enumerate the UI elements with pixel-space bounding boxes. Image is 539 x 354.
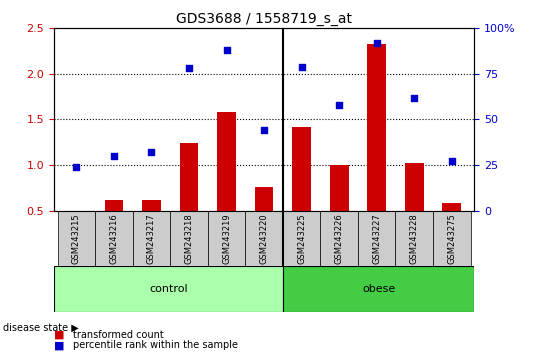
Point xyxy=(447,159,456,164)
Bar xyxy=(255,187,273,211)
Bar xyxy=(443,203,461,211)
Bar xyxy=(170,211,208,266)
Bar xyxy=(320,211,358,266)
Text: ■: ■ xyxy=(54,340,64,350)
Text: percentile rank within the sample: percentile rank within the sample xyxy=(73,340,238,350)
Bar xyxy=(292,127,311,211)
Text: GSM243228: GSM243228 xyxy=(410,213,419,264)
Text: control: control xyxy=(149,284,188,294)
Bar xyxy=(245,211,283,266)
Bar xyxy=(217,112,236,211)
Text: GSM243225: GSM243225 xyxy=(297,213,306,264)
Point xyxy=(335,102,343,108)
Text: GSM243216: GSM243216 xyxy=(109,213,119,264)
Title: GDS3688 / 1558719_s_at: GDS3688 / 1558719_s_at xyxy=(176,12,352,26)
Bar xyxy=(433,211,471,266)
Point xyxy=(298,64,306,69)
Point xyxy=(72,164,81,170)
Bar xyxy=(283,211,320,266)
Text: GSM243218: GSM243218 xyxy=(184,213,194,264)
Text: GSM243226: GSM243226 xyxy=(335,213,344,264)
Text: GSM243220: GSM243220 xyxy=(260,213,268,264)
Text: GSM243217: GSM243217 xyxy=(147,213,156,264)
Text: GSM243227: GSM243227 xyxy=(372,213,381,264)
Point xyxy=(260,127,268,133)
Text: disease state ▶: disease state ▶ xyxy=(3,322,79,332)
Bar xyxy=(133,211,170,266)
Bar xyxy=(105,200,123,211)
Bar xyxy=(358,211,396,266)
Bar xyxy=(54,266,283,312)
Point xyxy=(372,40,381,46)
Text: obese: obese xyxy=(362,284,395,294)
Point xyxy=(147,149,156,155)
Text: GSM243215: GSM243215 xyxy=(72,213,81,264)
Bar xyxy=(396,211,433,266)
Bar xyxy=(283,266,474,312)
Bar xyxy=(95,211,133,266)
Text: transformed count: transformed count xyxy=(73,330,163,339)
Point xyxy=(109,153,118,159)
Point xyxy=(410,95,419,101)
Bar xyxy=(58,211,95,266)
Bar xyxy=(368,44,386,211)
Bar xyxy=(208,211,245,266)
Text: ■: ■ xyxy=(54,330,64,339)
Point xyxy=(222,47,231,53)
Bar xyxy=(330,165,349,211)
Bar xyxy=(142,200,161,211)
Bar xyxy=(179,143,198,211)
Text: GSM243275: GSM243275 xyxy=(447,213,457,264)
Text: GSM243219: GSM243219 xyxy=(222,213,231,264)
Point xyxy=(185,65,194,71)
Bar xyxy=(405,163,424,211)
